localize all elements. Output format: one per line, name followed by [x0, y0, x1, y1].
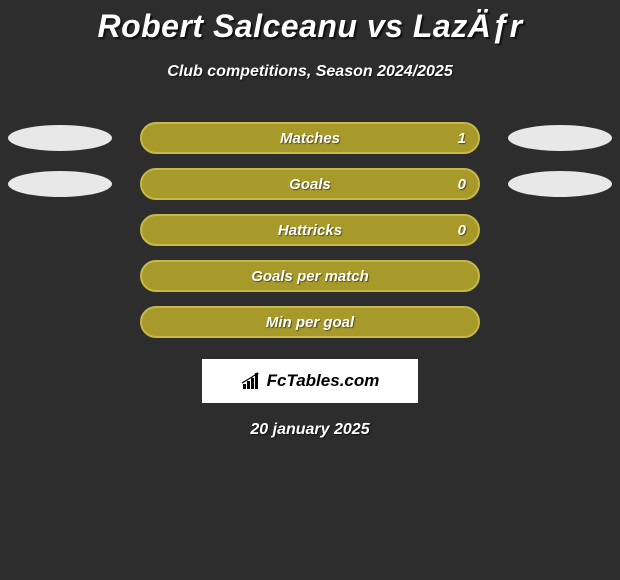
- stat-bar: Goals 0: [140, 168, 480, 200]
- player-photo-placeholder: [8, 171, 112, 197]
- stat-label: Goals per match: [251, 268, 369, 285]
- stat-row: Goals 0: [0, 161, 620, 207]
- player-photo-placeholder: [8, 125, 112, 151]
- stat-row: Hattricks 0: [0, 207, 620, 253]
- stat-value: 0: [458, 176, 466, 193]
- stat-row: Matches 1: [0, 115, 620, 161]
- stat-label: Matches: [280, 130, 340, 147]
- stat-label: Min per goal: [266, 314, 354, 331]
- logo-text: FcTables.com: [267, 371, 380, 391]
- footer-date: 20 january 2025: [0, 421, 620, 439]
- stat-row: Goals per match: [0, 253, 620, 299]
- stat-row: Min per goal: [0, 299, 620, 345]
- bar-chart-icon: [241, 372, 263, 390]
- page-title: Robert Salceanu vs LazÄƒr: [0, 0, 620, 45]
- stat-value: 1: [458, 130, 466, 147]
- page-subtitle: Club competitions, Season 2024/2025: [0, 63, 620, 81]
- player-photo-placeholder: [508, 125, 612, 151]
- player-photo-placeholder: [508, 171, 612, 197]
- stat-value: 0: [458, 222, 466, 239]
- stat-bar: Hattricks 0: [140, 214, 480, 246]
- stat-bar: Matches 1: [140, 122, 480, 154]
- stat-bar: Min per goal: [140, 306, 480, 338]
- stat-bar: Goals per match: [140, 260, 480, 292]
- comparison-chart: Matches 1 Goals 0 Hattricks 0 Goals per match M…: [0, 115, 620, 345]
- stat-label: Goals: [289, 176, 331, 193]
- logo-box: FcTables.com: [202, 359, 418, 403]
- stat-label: Hattricks: [278, 222, 342, 239]
